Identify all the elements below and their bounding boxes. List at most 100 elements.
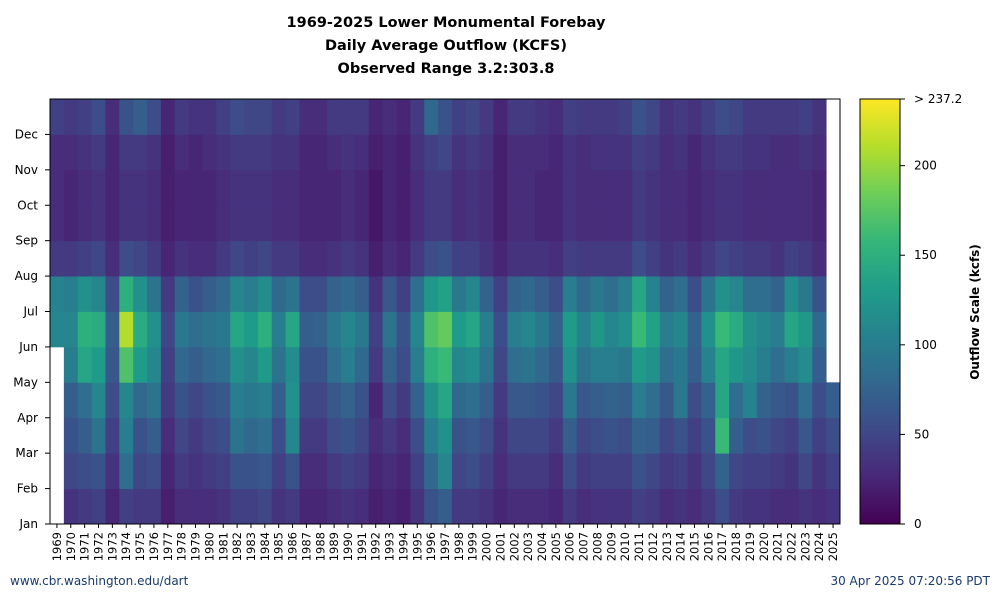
heatmap-cell [230, 453, 245, 489]
heatmap-cell [742, 488, 758, 525]
heatmap-cell [645, 134, 661, 171]
heatmap-cell [188, 169, 203, 206]
heatmap-cell [451, 488, 467, 525]
heatmap-cell [604, 417, 619, 454]
heatmap-cell [174, 382, 189, 419]
heatmap-cell [729, 169, 744, 206]
heatmap-cell [687, 276, 702, 312]
heatmap-cell [230, 205, 245, 242]
heatmap-cell [327, 453, 342, 489]
heatmap-cell [784, 417, 799, 454]
heatmap-cell [673, 205, 688, 242]
heatmap-cell [673, 346, 688, 383]
heatmap-cell [174, 205, 189, 242]
heatmap-cell [729, 99, 744, 135]
heatmap-cell [465, 240, 481, 277]
heatmap-cell [521, 346, 536, 383]
heatmap-cell [396, 346, 411, 383]
x-tick-label: 1997 [438, 532, 452, 561]
heatmap-cell [147, 134, 162, 171]
heatmap-cell [715, 382, 730, 419]
heatmap-cell [715, 417, 730, 454]
heatmap-cell [188, 382, 203, 419]
heatmap-cell [133, 488, 148, 525]
heatmap-cell [63, 134, 79, 171]
heatmap-cell [368, 453, 384, 489]
heatmap-cell [188, 134, 203, 171]
heatmap-cell [327, 134, 342, 171]
heatmap-cell [438, 240, 453, 277]
heatmap-cell [244, 240, 259, 277]
chart-title-line3: Observed Range 3.2:303.8 [337, 61, 555, 77]
heatmap-cell [632, 169, 647, 206]
heatmap-cell [632, 99, 647, 135]
heatmap-cell [784, 311, 799, 348]
heatmap-cell [742, 453, 758, 489]
y-tick-label: Feb [17, 482, 38, 496]
heatmap-cell [285, 134, 300, 171]
heatmap-cell [424, 240, 439, 277]
heatmap-cell [285, 276, 300, 312]
heatmap-cell [257, 205, 273, 242]
heatmap-cell [133, 417, 148, 454]
heatmap-cell [354, 382, 370, 419]
heatmap-cell [188, 205, 203, 242]
y-tick-label: Oct [17, 198, 38, 212]
x-tick-label: 1973 [105, 532, 119, 561]
heatmap-cell [562, 134, 578, 171]
heatmap-cell [451, 311, 467, 348]
heatmap-cell [756, 240, 772, 277]
heatmap-cell [701, 276, 716, 312]
heatmap-cell [63, 311, 79, 348]
heatmap-cell [632, 311, 647, 348]
source-url[interactable]: www.cbr.washington.edu/dart [10, 574, 189, 588]
heatmap-cell [729, 417, 744, 454]
heatmap-cell [687, 99, 702, 135]
heatmap-cell [770, 417, 785, 454]
heatmap-cell [410, 205, 425, 242]
heatmap-cell [396, 453, 411, 489]
heatmap-cell [687, 134, 702, 171]
heatmap-cell [244, 311, 259, 348]
x-tick-label: 2000 [480, 532, 494, 561]
heatmap-cell [382, 382, 397, 419]
heatmap-cell [729, 276, 744, 312]
heatmap-cell [216, 417, 231, 454]
x-tick-label: 2004 [535, 532, 549, 561]
x-tick-label: 1978 [175, 532, 189, 561]
heatmap-cell [230, 488, 245, 525]
heatmap-cell [105, 240, 120, 277]
heatmap-cell [230, 169, 245, 206]
heatmap-cell [368, 169, 384, 206]
heatmap-cell [687, 205, 702, 242]
heatmap-cell [701, 382, 716, 419]
heatmap-cell [368, 417, 384, 454]
heatmap-cell [257, 169, 273, 206]
heatmap-cell [770, 240, 785, 277]
heatmap-cell [521, 99, 536, 135]
heatmap-cell [659, 169, 675, 206]
heatmap-cell [590, 99, 605, 135]
heatmap-cell [548, 169, 564, 206]
x-tick-label: 1996 [424, 532, 438, 561]
heatmap-cell [50, 205, 65, 242]
heatmap-cell [645, 488, 661, 525]
heatmap-cell [327, 346, 342, 383]
y-tick-label: Jul [23, 305, 38, 319]
heatmap-cell [313, 240, 328, 277]
heatmap-cell [160, 346, 176, 383]
x-tick-label: 1982 [230, 532, 244, 561]
heatmap-cell [396, 311, 411, 348]
heatmap-cell [438, 488, 453, 525]
heatmap-cell [451, 169, 467, 206]
heatmap-cell [756, 169, 772, 206]
heatmap-cell [119, 488, 134, 525]
heatmap-cell [396, 417, 411, 454]
heatmap-cell [230, 134, 245, 171]
heatmap-cell [50, 134, 65, 171]
heatmap-cell [216, 276, 231, 312]
heatmap-cell [812, 99, 827, 135]
heatmap-cell [244, 169, 259, 206]
heatmap-cell [770, 99, 785, 135]
